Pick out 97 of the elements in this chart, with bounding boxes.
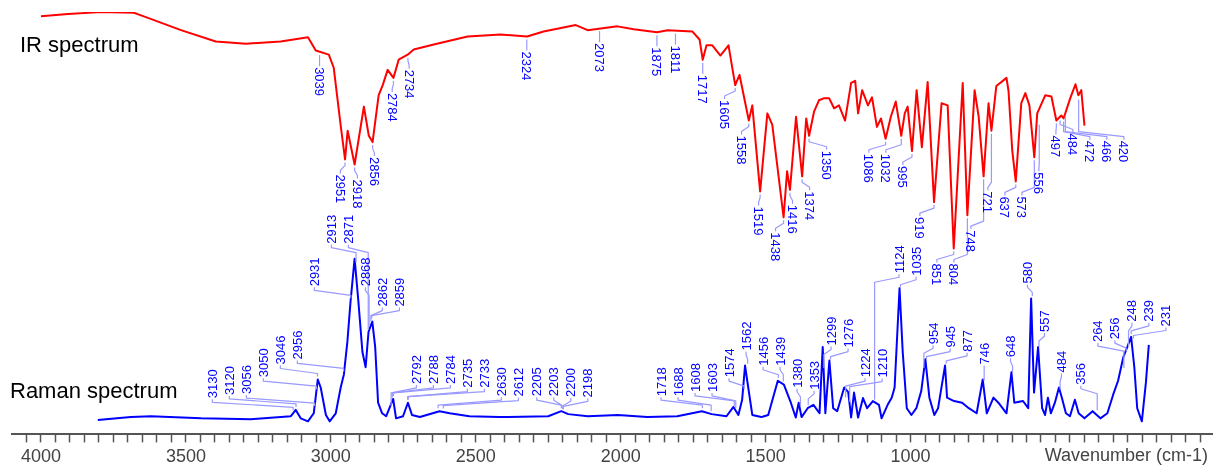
annotation: 466 xyxy=(1099,140,1115,163)
annotation: 2205 xyxy=(529,367,545,397)
annotation: 2868 xyxy=(357,257,373,287)
annotation: 1574 xyxy=(721,348,737,378)
annotation: 472 xyxy=(1082,140,1098,163)
annotation: 2871 xyxy=(340,214,356,244)
annotation: 2951 xyxy=(332,174,348,204)
annotation: 2733 xyxy=(476,358,492,388)
annotation: 995 xyxy=(895,165,911,188)
annotation: 2792 xyxy=(408,355,424,384)
annotation: 1416 xyxy=(784,204,800,234)
annotation: 1035 xyxy=(908,246,924,276)
annotation: 1605 xyxy=(716,100,732,129)
annotation: 721 xyxy=(980,191,996,214)
annotation: 851 xyxy=(929,263,945,286)
annotation: 1032 xyxy=(878,153,894,183)
annotation: 556 xyxy=(1031,172,1047,195)
annotation: 945 xyxy=(942,325,958,348)
annotation: 2612 xyxy=(510,367,526,397)
annotation: 1210 xyxy=(874,348,890,378)
x-tick-label: 1500 xyxy=(745,446,786,467)
annotation: 2862 xyxy=(374,277,390,307)
annotation: 1558 xyxy=(733,135,749,165)
annotation: 1439 xyxy=(772,336,788,366)
annotation: 356 xyxy=(1073,363,1089,385)
annotation: 804 xyxy=(946,263,962,286)
annotation: 2788 xyxy=(425,355,441,384)
series-label: Raman spectrum xyxy=(10,378,178,404)
annotation: 3050 xyxy=(255,348,271,378)
annotation: 573 xyxy=(1014,196,1030,219)
annotation: 1688 xyxy=(670,367,686,397)
annotation: 637 xyxy=(997,196,1013,219)
annotation: 2198 xyxy=(580,368,596,398)
annotation: 2856 xyxy=(366,157,382,187)
x-tick-label: 3500 xyxy=(165,446,206,467)
annotation: 1438 xyxy=(767,232,783,262)
annotation: 2931 xyxy=(306,257,322,287)
annotation: 264 xyxy=(1090,320,1106,343)
annotation: 746 xyxy=(976,342,992,365)
annotation: 1353 xyxy=(806,360,822,390)
annotation: 420 xyxy=(1116,140,1132,163)
x-tick-label: 3000 xyxy=(310,446,351,467)
annotation: 954 xyxy=(925,322,941,345)
annotation: 2784 xyxy=(384,92,400,122)
annotation: 3039 xyxy=(311,67,327,97)
annotation: 648 xyxy=(1003,335,1019,358)
annotation: 1374 xyxy=(802,191,817,221)
annotation: 1562 xyxy=(738,321,754,351)
annotation: 256 xyxy=(1107,317,1123,340)
annotation: 1811 xyxy=(667,45,683,74)
annotation: 3120 xyxy=(221,365,237,395)
annotation: 1276 xyxy=(840,318,856,348)
annotation: 2735 xyxy=(459,358,475,388)
annotation: 239 xyxy=(1141,300,1157,322)
annotation: 2200 xyxy=(563,368,579,398)
annotation: 231 xyxy=(1158,304,1174,327)
annotation: 3130 xyxy=(204,369,220,399)
annotation: 2630 xyxy=(493,367,509,397)
annotation: 2203 xyxy=(546,367,562,397)
x-tick-label: 1000 xyxy=(890,446,931,467)
annotation: 2324 xyxy=(519,51,535,81)
annotation: 1086 xyxy=(861,153,877,183)
annotation: 2956 xyxy=(289,330,305,360)
annotation: 919 xyxy=(912,217,928,239)
annotation: 484 xyxy=(1054,350,1070,373)
annotation: 2913 xyxy=(323,214,339,244)
x-axis-title: Wavenumber (cm-1) xyxy=(1044,444,1208,465)
annotation: 1456 xyxy=(755,336,771,366)
annotation: 1224 xyxy=(857,348,873,378)
annotation: 2784 xyxy=(442,355,458,384)
x-tick-label: 2000 xyxy=(600,446,641,467)
annotation: 1603 xyxy=(704,363,720,392)
annotation: 248 xyxy=(1124,300,1140,322)
annotation: 1608 xyxy=(687,363,703,392)
series-label: IR spectrum xyxy=(20,32,139,58)
x-tick-label: 4000 xyxy=(20,446,62,467)
annotation: 1875 xyxy=(649,47,665,77)
annotation: 497 xyxy=(1048,135,1064,158)
annotation: 1717 xyxy=(695,74,711,104)
annotation: 1124 xyxy=(891,245,907,274)
annotation: 3046 xyxy=(272,335,288,365)
annotation: 2918 xyxy=(349,179,365,209)
annotation: 557 xyxy=(1037,310,1053,332)
annotation: 748 xyxy=(963,230,979,252)
annotation: 877 xyxy=(959,330,975,352)
annotation: 484 xyxy=(1065,133,1081,156)
annotation: 1299 xyxy=(823,316,839,346)
annotation: 2734 xyxy=(401,69,417,99)
annotation: 1718 xyxy=(653,367,669,397)
x-tick-label: 2500 xyxy=(455,446,496,467)
annotation: 1350 xyxy=(819,150,834,180)
annotation: 1519 xyxy=(750,206,766,236)
annotation: 2073 xyxy=(591,43,607,72)
annotation: 580 xyxy=(1020,261,1036,284)
annotation: 1380 xyxy=(789,358,805,388)
annotation: 2859 xyxy=(391,277,407,307)
annotation: 3056 xyxy=(238,365,254,395)
